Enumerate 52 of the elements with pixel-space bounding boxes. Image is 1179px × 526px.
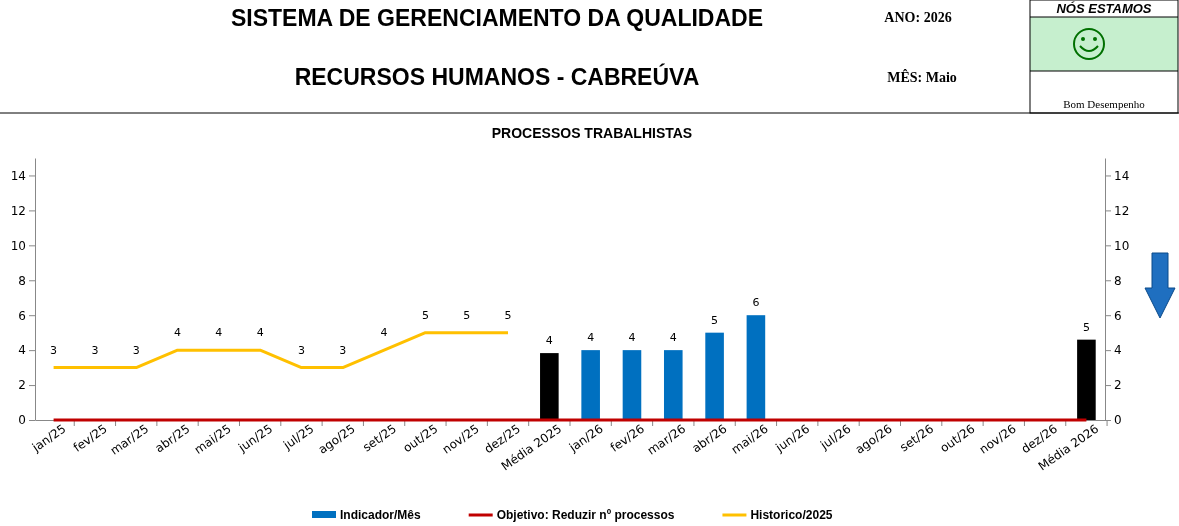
text: NÓS ESTAMOS bbox=[1056, 1, 1152, 16]
data-label: 5 bbox=[711, 313, 719, 327]
bar bbox=[622, 350, 642, 420]
text: MÊS: Maio bbox=[887, 69, 957, 85]
data-label: 3 bbox=[339, 343, 347, 357]
data-label: 3 bbox=[50, 343, 58, 357]
text: Bom Desempenho bbox=[1063, 98, 1146, 110]
y-tick-label: 12 bbox=[10, 203, 26, 218]
bar bbox=[746, 315, 766, 420]
data-label: 4 bbox=[545, 334, 553, 348]
y-tick-label: 10 bbox=[10, 238, 26, 253]
legend-label: Historico/2025 bbox=[750, 508, 833, 522]
y2-tick-label: 4 bbox=[1114, 343, 1122, 358]
data-label: 5 bbox=[421, 308, 429, 322]
y2-tick-label: 0 bbox=[1114, 413, 1122, 428]
data-label: 5 bbox=[504, 308, 512, 322]
y-tick-label: 4 bbox=[18, 343, 26, 358]
text: RECURSOS HUMANOS - CABREÚVA bbox=[294, 63, 700, 90]
bar bbox=[705, 332, 724, 420]
data-label: 4 bbox=[669, 331, 677, 345]
y-tick-label: 2 bbox=[18, 378, 26, 393]
y2-tick-label: 12 bbox=[1114, 203, 1130, 218]
data-label: 4 bbox=[587, 331, 595, 345]
bar bbox=[540, 353, 559, 420]
legend-label: Objetivo: Reduzir nº processos bbox=[496, 508, 675, 522]
y2-tick-label: 6 bbox=[1114, 308, 1122, 323]
data-label: 6 bbox=[752, 296, 760, 310]
data-label: 4 bbox=[215, 326, 223, 340]
y2-tick-label: 10 bbox=[1114, 238, 1130, 253]
y2-tick-label: 8 bbox=[1114, 273, 1122, 288]
y-tick-label: 8 bbox=[18, 273, 26, 288]
data-label: 3 bbox=[91, 343, 99, 357]
bar bbox=[1077, 339, 1096, 420]
bar bbox=[581, 350, 600, 420]
data-label: 4 bbox=[628, 331, 636, 345]
data-label: 4 bbox=[380, 326, 388, 340]
text: ANO: 2026 bbox=[884, 10, 952, 25]
data-label: 3 bbox=[297, 343, 305, 357]
data-label: 4 bbox=[256, 326, 264, 340]
y-tick-label: 0 bbox=[18, 413, 26, 428]
data-label: 4 bbox=[174, 326, 182, 340]
data-label: 3 bbox=[132, 343, 140, 357]
legend-label: Indicador/Mês bbox=[340, 508, 422, 522]
bar bbox=[663, 350, 683, 420]
text: SISTEMA DE GERENCIAMENTO DA QUALIDADE bbox=[230, 5, 764, 31]
y2-tick-label: 2 bbox=[1114, 378, 1122, 393]
y-tick-label: 14 bbox=[10, 168, 26, 183]
y-tick-label: 6 bbox=[18, 308, 26, 323]
y2-tick-label: 14 bbox=[1114, 168, 1130, 183]
data-label: 5 bbox=[463, 308, 471, 322]
chart-title: PROCESSOS TRABALHISTAS bbox=[491, 125, 693, 141]
data-label: 5 bbox=[1082, 320, 1090, 334]
